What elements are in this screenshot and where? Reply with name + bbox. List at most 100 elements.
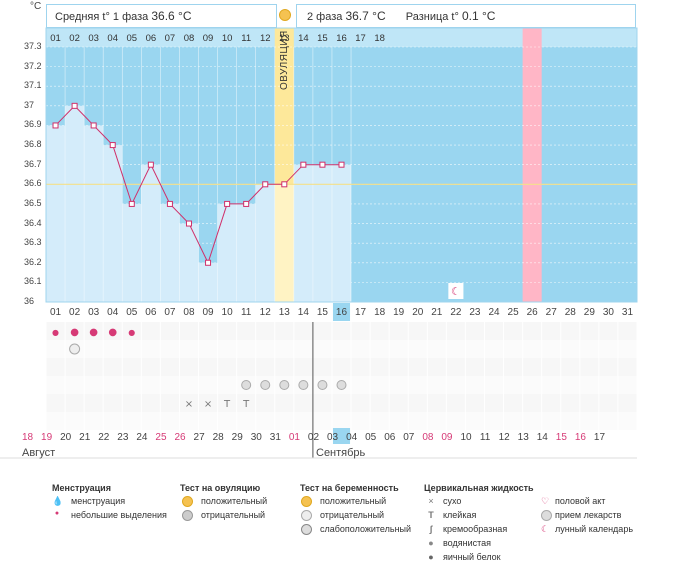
symptom-row bbox=[46, 394, 637, 412]
diff-label: Разница t° bbox=[405, 11, 459, 23]
pregnancy-test-negative bbox=[69, 343, 81, 355]
menstruation-drop: ● bbox=[52, 328, 59, 337]
ovulation-positive-icon bbox=[182, 496, 193, 507]
legend-cervical-sticky: клейкая bbox=[443, 510, 477, 520]
y-tick-label: 36.1 bbox=[24, 276, 42, 287]
symptom-row bbox=[46, 322, 637, 340]
day-number: 04 bbox=[107, 307, 119, 318]
calendar-date: 11 bbox=[479, 432, 491, 443]
temperature-line bbox=[55, 105, 342, 265]
legend-menstruation-item: менструация bbox=[71, 496, 126, 506]
top-day-label: 05 bbox=[127, 33, 138, 44]
temperature-bar bbox=[141, 164, 161, 302]
day-number: 14 bbox=[297, 307, 309, 318]
top-day-label: 08 bbox=[184, 33, 195, 44]
y-tick-label: 36.5 bbox=[24, 197, 42, 208]
day-number: 19 bbox=[393, 307, 405, 318]
day-number: 09 bbox=[202, 307, 214, 318]
day-number: 08 bbox=[183, 307, 195, 318]
day-number: 27 bbox=[545, 307, 557, 318]
top-day-label: 01 bbox=[50, 33, 61, 44]
temperature-bar bbox=[103, 145, 123, 302]
calendar-date: 21 bbox=[79, 432, 91, 443]
day-number: 21 bbox=[431, 307, 443, 318]
calendar-date: 25 bbox=[155, 432, 167, 443]
legend-ovulation-positive: положительный bbox=[201, 496, 268, 506]
calendar-date: 14 bbox=[536, 432, 548, 443]
heart-icon: ♡ bbox=[540, 496, 550, 506]
day-number: 01 bbox=[49, 307, 62, 318]
legend-ovulation-test-title: Тест на овуляцию bbox=[180, 483, 261, 493]
month-label-august: Август bbox=[22, 447, 56, 459]
pregnancy-positive-icon bbox=[301, 496, 312, 507]
calendar-date: 31 bbox=[269, 432, 281, 443]
top-day-label: 06 bbox=[146, 33, 157, 44]
menstruation-drop-icon: 💧 bbox=[52, 496, 64, 506]
calendar-date: 02 bbox=[307, 432, 320, 443]
medication-pill bbox=[279, 380, 290, 390]
day-number: 06 bbox=[145, 307, 157, 318]
medication-pill-icon bbox=[541, 510, 552, 521]
temperature-bar bbox=[84, 125, 104, 302]
today-day-box bbox=[332, 303, 351, 321]
top-day-label: 07 bbox=[165, 33, 176, 44]
creamy-icon: ʃ bbox=[429, 524, 433, 534]
top-day-label: 14 bbox=[298, 33, 309, 44]
legend-cervical-watery: водянистая bbox=[443, 538, 492, 548]
calendar-date: 12 bbox=[498, 432, 510, 443]
top-day-label: 18 bbox=[374, 33, 385, 44]
menstruation-drop: ● bbox=[70, 327, 79, 338]
day-number: 26 bbox=[526, 307, 538, 318]
temperature-bar bbox=[122, 203, 142, 302]
day-number: 18 bbox=[374, 307, 386, 318]
y-tick-label: 36.4 bbox=[24, 217, 42, 228]
top-day-label: 03 bbox=[88, 33, 99, 44]
day-number: 02 bbox=[69, 307, 81, 318]
day-number: 23 bbox=[469, 307, 481, 318]
menstruation-drop: ● bbox=[128, 328, 135, 337]
calendar-date: 05 bbox=[365, 432, 377, 443]
menstruation-drop: ● bbox=[89, 327, 98, 338]
phase1-value: 36.6 °C bbox=[151, 9, 192, 23]
y-tick-label: 36.6 bbox=[24, 178, 42, 189]
temperature-bar bbox=[312, 164, 332, 302]
top-day-label: 04 bbox=[107, 33, 118, 44]
ovulation-test-positive-icon bbox=[279, 9, 291, 21]
temperature-bar bbox=[46, 125, 66, 302]
phase2-value: 36.7 °C bbox=[345, 9, 386, 23]
calendar-date: 19 bbox=[41, 432, 53, 443]
day-number: 05 bbox=[126, 307, 138, 318]
temperature-point bbox=[166, 200, 173, 207]
temperature-bar bbox=[65, 105, 85, 302]
calendar-date: 04 bbox=[346, 432, 358, 443]
temperature-point bbox=[147, 161, 154, 168]
top-day-label: 13 bbox=[279, 33, 290, 44]
ovulation-label: ОВУЛЯЦИЯ bbox=[279, 30, 290, 90]
phase1-label: Средняя t° 1 фаза bbox=[55, 11, 149, 23]
day-number: 28 bbox=[564, 307, 576, 318]
temperature-point bbox=[243, 200, 250, 207]
moon-icon: ☾ bbox=[540, 524, 550, 534]
watery-drop-icon: ● bbox=[428, 538, 434, 548]
month-label-september: Сентябрь bbox=[316, 447, 366, 459]
y-tick-label: 37.2 bbox=[24, 60, 42, 71]
calendar-date: 23 bbox=[117, 432, 129, 443]
day-number: 29 bbox=[583, 307, 595, 318]
temperature-point bbox=[185, 220, 192, 227]
temperature-bar bbox=[255, 184, 275, 302]
phase1-summary: Средняя t° 1 фаза 36.6 °C bbox=[46, 4, 277, 28]
sticky-icon: T bbox=[428, 510, 434, 520]
day-number: 10 bbox=[221, 307, 233, 318]
temperature-point bbox=[128, 200, 135, 207]
y-tick-label: 36 bbox=[24, 296, 35, 306]
ovulation-negative-icon bbox=[182, 510, 193, 521]
symptom-row bbox=[46, 412, 637, 430]
y-tick-label: 36.9 bbox=[24, 119, 42, 130]
legend-lunar: лунный календарь bbox=[555, 524, 634, 534]
day-number: 13 bbox=[278, 307, 290, 318]
temperature-bar bbox=[274, 184, 294, 302]
pregnancy-weak-icon bbox=[301, 524, 312, 535]
top-day-label: 10 bbox=[222, 33, 233, 44]
top-day-label: 12 bbox=[260, 33, 271, 44]
calendar-date: 20 bbox=[60, 432, 72, 443]
